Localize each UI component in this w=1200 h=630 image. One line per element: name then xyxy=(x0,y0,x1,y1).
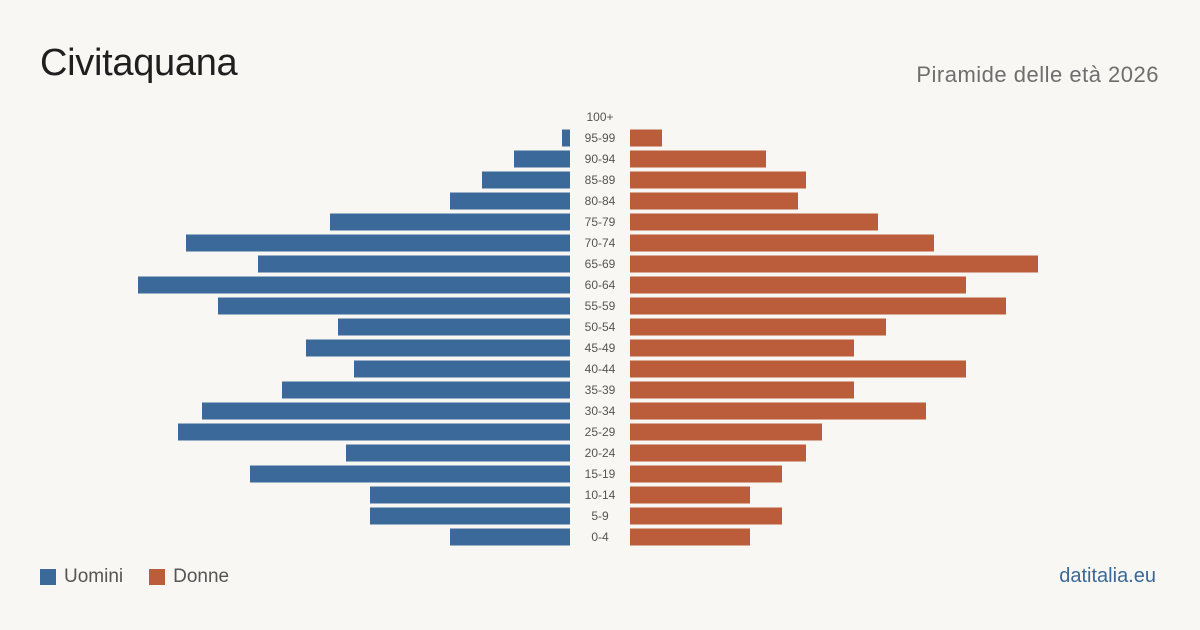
bar-men-60-64 xyxy=(138,276,570,294)
bar-men-65-69 xyxy=(258,255,570,273)
bar-women-20-24 xyxy=(630,444,806,462)
bar-men-75-79 xyxy=(330,213,570,231)
bar-women-60-64 xyxy=(630,276,966,294)
bar-women-55-59 xyxy=(630,297,1006,315)
bar-men-85-89 xyxy=(482,171,570,189)
bar-men-80-84 xyxy=(450,192,570,210)
bar-women-30-34 xyxy=(630,402,926,420)
age-label-80-84: 80-84 xyxy=(585,194,616,208)
bar-men-0-4 xyxy=(450,528,570,546)
age-label-25-29: 25-29 xyxy=(585,425,616,439)
bar-men-35-39 xyxy=(282,381,570,399)
bar-men-15-19 xyxy=(250,465,570,483)
age-label-100+: 100+ xyxy=(586,110,613,124)
bar-women-0-4 xyxy=(630,528,750,546)
age-label-0-4: 0-4 xyxy=(591,530,609,544)
bar-women-45-49 xyxy=(630,339,854,357)
legend-label-men: Uomini xyxy=(64,566,124,587)
age-label-75-79: 75-79 xyxy=(585,215,616,229)
bar-women-70-74 xyxy=(630,234,934,252)
age-label-55-59: 55-59 xyxy=(585,299,616,313)
age-label-50-54: 50-54 xyxy=(585,320,616,334)
bar-men-95-99 xyxy=(562,129,570,147)
bar-men-70-74 xyxy=(186,234,570,252)
age-label-85-89: 85-89 xyxy=(585,173,616,187)
age-label-10-14: 10-14 xyxy=(585,488,616,502)
age-label-45-49: 45-49 xyxy=(585,341,616,355)
bar-women-40-44 xyxy=(630,360,966,378)
bar-men-90-94 xyxy=(514,150,570,168)
bar-women-35-39 xyxy=(630,381,854,399)
age-label-20-24: 20-24 xyxy=(585,446,616,460)
legend-item-men: Uomini xyxy=(40,566,123,588)
bar-women-75-79 xyxy=(630,213,878,231)
men-swatch xyxy=(40,569,56,585)
age-label-5-9: 5-9 xyxy=(591,509,609,523)
chart-title: Civitaquana xyxy=(40,42,238,84)
bar-men-25-29 xyxy=(178,423,570,441)
bar-women-80-84 xyxy=(630,192,798,210)
age-label-30-34: 30-34 xyxy=(585,404,616,418)
bar-women-65-69 xyxy=(630,255,1038,273)
bar-men-20-24 xyxy=(346,444,570,462)
bar-men-5-9 xyxy=(370,507,570,525)
bar-women-95-99 xyxy=(630,129,662,147)
bar-men-50-54 xyxy=(338,318,570,336)
age-label-70-74: 70-74 xyxy=(585,236,616,250)
age-label-95-99: 95-99 xyxy=(585,131,616,145)
bar-women-90-94 xyxy=(630,150,766,168)
bar-men-40-44 xyxy=(354,360,570,378)
bar-women-85-89 xyxy=(630,171,806,189)
age-label-65-69: 65-69 xyxy=(585,257,616,271)
age-label-40-44: 40-44 xyxy=(585,362,616,376)
legend-label-women: Donne xyxy=(173,566,230,587)
age-label-15-19: 15-19 xyxy=(585,467,616,481)
bar-men-30-34 xyxy=(202,402,570,420)
age-label-60-64: 60-64 xyxy=(585,278,616,292)
bar-women-25-29 xyxy=(630,423,822,441)
bar-women-15-19 xyxy=(630,465,782,483)
bar-men-10-14 xyxy=(370,486,570,504)
women-swatch xyxy=(149,569,166,585)
age-label-35-39: 35-39 xyxy=(585,383,616,397)
bar-men-45-49 xyxy=(306,339,570,357)
bar-women-5-9 xyxy=(630,507,782,525)
bar-women-50-54 xyxy=(630,318,886,336)
chart-subtitle: Piramide delle età 2026 xyxy=(916,62,1159,87)
legend-item-women: Donne xyxy=(149,566,229,588)
bar-men-55-59 xyxy=(218,297,570,315)
source-link[interactable]: datitalia.eu xyxy=(1059,565,1156,587)
age-label-90-94: 90-94 xyxy=(585,152,616,166)
bar-women-10-14 xyxy=(630,486,750,504)
legend: Uomini Donne xyxy=(40,566,255,588)
